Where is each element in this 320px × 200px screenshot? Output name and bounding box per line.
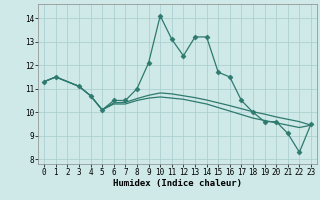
X-axis label: Humidex (Indice chaleur): Humidex (Indice chaleur) bbox=[113, 179, 242, 188]
